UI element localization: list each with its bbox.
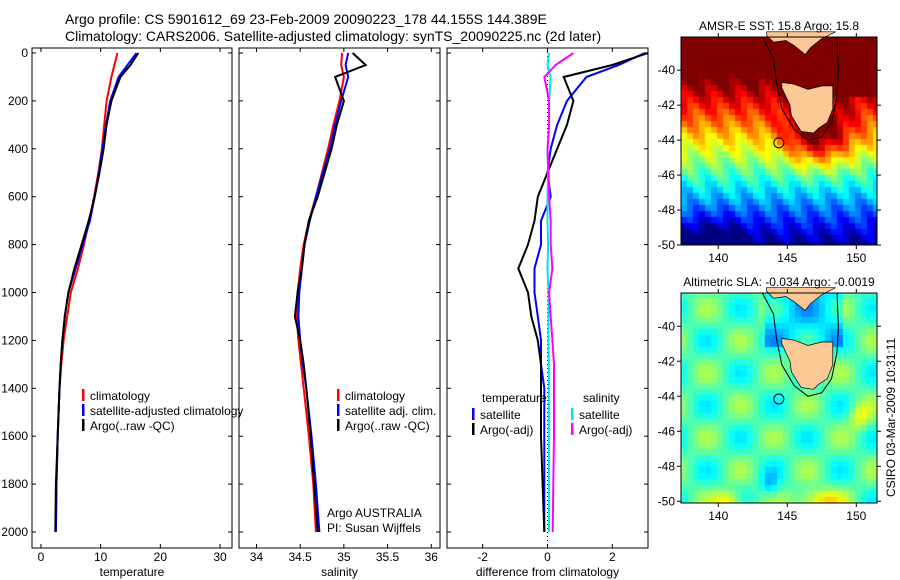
x-tick-label: 20 bbox=[154, 550, 168, 564]
y-tick-label: 800 bbox=[8, 238, 28, 252]
x-tick-label: 0 bbox=[38, 550, 45, 564]
legend-swatch bbox=[571, 408, 574, 420]
x-tick-label: 2 bbox=[609, 550, 616, 564]
y-tick-label: 200 bbox=[8, 94, 28, 108]
y-tick-label: -44 bbox=[658, 133, 676, 147]
x-tick-label: 140 bbox=[708, 251, 728, 265]
series-line-salinity-argo-adj- bbox=[543, 52, 574, 533]
sst-map bbox=[681, 37, 877, 245]
y-tick-label: -40 bbox=[658, 63, 676, 77]
series-line-argo-raw-qc- bbox=[293, 52, 368, 533]
pi-annotation: Argo AUSTRALIA bbox=[327, 506, 422, 520]
series-line-temperature-satellite bbox=[533, 52, 646, 532]
legend-label: Argo(..raw -QC) bbox=[90, 419, 175, 433]
sla-map bbox=[681, 293, 877, 503]
figure-title-line1: Argo profile: CS 5901612_69 23-Feb-2009 … bbox=[65, 11, 547, 27]
series-line-argo-raw-qc- bbox=[54, 52, 140, 533]
figure-title-line2: Climatology: CARS2006. Satellite-adjuste… bbox=[65, 28, 602, 44]
y-tick-label: -48 bbox=[658, 203, 676, 217]
x-tick-label: 34.5 bbox=[288, 550, 312, 564]
x-axis-label: temperature bbox=[100, 565, 165, 579]
timestamp-stamp: CSIRO 03-Mar-2009 10:31:11 bbox=[884, 337, 898, 497]
y-tick-label: -50 bbox=[658, 494, 676, 508]
y-tick-label: -44 bbox=[658, 389, 676, 403]
legend-swatch bbox=[337, 389, 340, 401]
legend-label: satellite-adjusted climatology bbox=[90, 404, 243, 418]
x-tick-label: 150 bbox=[846, 509, 866, 523]
x-tick-label: 150 bbox=[846, 251, 866, 265]
isobath-contour bbox=[761, 36, 839, 141]
y-tick-label: 1800 bbox=[1, 477, 28, 491]
legend-label: climatology bbox=[345, 389, 405, 403]
legend-label: satellite bbox=[480, 408, 521, 422]
x-tick-label: 35 bbox=[337, 550, 351, 564]
legend-label: climatology bbox=[90, 389, 150, 403]
map-frame bbox=[680, 36, 878, 246]
legend-swatch bbox=[337, 419, 340, 431]
legend-group-title: temperature bbox=[482, 391, 547, 405]
legend-label: satellite adj. clim. bbox=[345, 404, 436, 418]
legend-swatch bbox=[571, 423, 574, 435]
y-tick-label: -42 bbox=[658, 98, 676, 112]
x-tick-label: 145 bbox=[777, 251, 797, 265]
legend-swatch bbox=[82, 389, 85, 401]
pi-annotation: PI: Susan Wijffels bbox=[327, 521, 421, 535]
legend-label: Argo(-adj) bbox=[480, 423, 533, 437]
x-tick-label: 140 bbox=[708, 509, 728, 523]
x-tick-label: 35.5 bbox=[376, 550, 400, 564]
x-tick-label: 145 bbox=[777, 509, 797, 523]
y-tick-label: -46 bbox=[658, 424, 676, 438]
y-tick-label: 0 bbox=[21, 46, 28, 60]
series-line-temperature-argo-adj- bbox=[517, 52, 649, 533]
map-title: AMSR-E SST: 15.8 Argo: 15.8 bbox=[699, 19, 859, 33]
argo-location-marker bbox=[773, 137, 785, 149]
mainland-land bbox=[766, 31, 836, 55]
y-tick-label: 1000 bbox=[1, 286, 28, 300]
x-axis-label: salinity bbox=[321, 565, 358, 579]
y-tick-label: -42 bbox=[658, 354, 676, 368]
legend-swatch bbox=[472, 423, 475, 435]
y-tick-label: -40 bbox=[658, 319, 676, 333]
legend-swatch bbox=[82, 419, 85, 431]
x-tick-label: 34 bbox=[250, 550, 264, 564]
legend-label: Argo(-adj) bbox=[579, 423, 632, 437]
x-tick-label: 10 bbox=[94, 550, 108, 564]
y-tick-label: 1600 bbox=[1, 429, 28, 443]
mainland-land bbox=[766, 287, 836, 311]
y-tick-label: -46 bbox=[658, 168, 676, 182]
y-tick-label: 400 bbox=[8, 142, 28, 156]
isobath-contour bbox=[761, 292, 839, 397]
legend-swatch bbox=[472, 408, 475, 420]
map-title: Altimetric SLA: -0.034 Argo: -0.0019 bbox=[683, 275, 875, 289]
legend-label: Argo(..raw -QC) bbox=[345, 419, 430, 433]
x-axis-label: difference from climatology bbox=[476, 565, 619, 579]
y-tick-label: 1200 bbox=[1, 333, 28, 347]
x-tick-label: 30 bbox=[213, 550, 227, 564]
tasmania-land bbox=[781, 338, 834, 390]
tasmania-land bbox=[781, 81, 834, 134]
y-tick-label: 2000 bbox=[1, 525, 28, 539]
plot-frame-0 bbox=[31, 47, 233, 549]
x-tick-label: 0 bbox=[544, 550, 551, 564]
map-frame bbox=[680, 292, 878, 504]
y-tick-label: 1400 bbox=[1, 381, 28, 395]
legend-label: satellite bbox=[579, 408, 620, 422]
plot-frame-1 bbox=[238, 47, 441, 549]
argo-location-marker bbox=[773, 393, 785, 405]
legend-swatch bbox=[82, 404, 85, 416]
y-tick-label: 600 bbox=[8, 190, 28, 204]
x-tick-label: 36 bbox=[425, 550, 439, 564]
legend-swatch bbox=[337, 404, 340, 416]
x-tick-label: -2 bbox=[477, 550, 488, 564]
legend-group-title: salinity bbox=[583, 391, 620, 405]
y-tick-label: -50 bbox=[658, 238, 676, 252]
y-tick-label: -48 bbox=[658, 459, 676, 473]
